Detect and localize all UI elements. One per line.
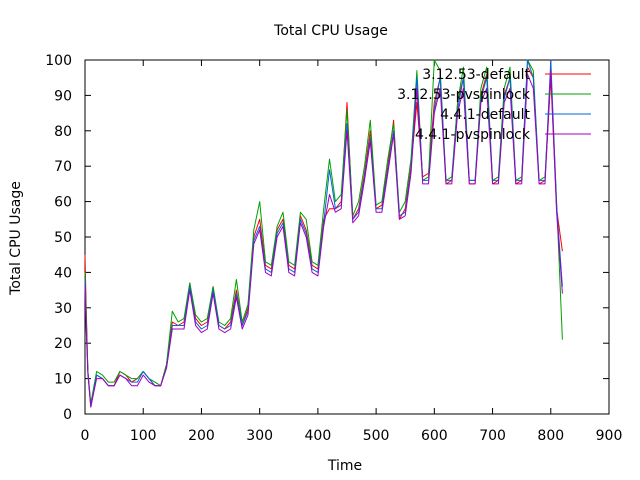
x-tick-label: 0 [81, 428, 90, 444]
legend-label-4-4-1-pvspinlock: 4.4.1-pvspinlock [415, 127, 531, 143]
chart-title: Total CPU Usage [273, 23, 388, 39]
y-tick-label: 100 [45, 53, 72, 69]
y-axis-title: Total CPU Usage [8, 181, 24, 296]
x-axis-title: Time [327, 458, 362, 474]
legend: 3.12.53-default 3.12.53-pvspinlock 4.4.1-d… [397, 67, 591, 143]
x-tick-label: 600 [421, 428, 448, 444]
x-tick-label: 100 [130, 428, 157, 444]
x-tick-label: 300 [246, 428, 273, 444]
y-tick-label: 20 [54, 336, 72, 352]
y-tick-label: 70 [54, 159, 72, 175]
y-tick-label: 10 [54, 372, 72, 388]
x-tick-label: 900 [596, 428, 623, 444]
y-tick-label: 30 [54, 301, 72, 317]
x-tick-label: 800 [537, 428, 564, 444]
y-tick-label: 90 [54, 88, 72, 104]
series-line-3-12-53-pvspinlock [84, 59, 563, 404]
plot-area: 0 100 200 300 400 500 600 700 800 900 0 10 20 30 40 50 6… [45, 53, 622, 444]
y-tick-label: 80 [54, 124, 72, 140]
y-tick-label: 40 [54, 265, 72, 281]
y-tick-label: 0 [63, 407, 72, 423]
legend-label-3-12-53-default: 3.12.53-default [422, 67, 530, 83]
series-line-4-4-1-pvspinlock [84, 70, 563, 408]
x-tick-label: 500 [363, 428, 390, 444]
y-tick-label: 60 [54, 195, 72, 211]
x-tick-label: 400 [305, 428, 332, 444]
x-tick-label: 200 [188, 428, 215, 444]
legend-label-4-4-1-default: 4.4.1-default [440, 107, 530, 123]
legend-label-3-12-53-pvspinlock: 3.12.53-pvspinlock [397, 87, 531, 103]
y-tick-label: 50 [54, 230, 72, 246]
x-tick-label: 700 [479, 428, 506, 444]
